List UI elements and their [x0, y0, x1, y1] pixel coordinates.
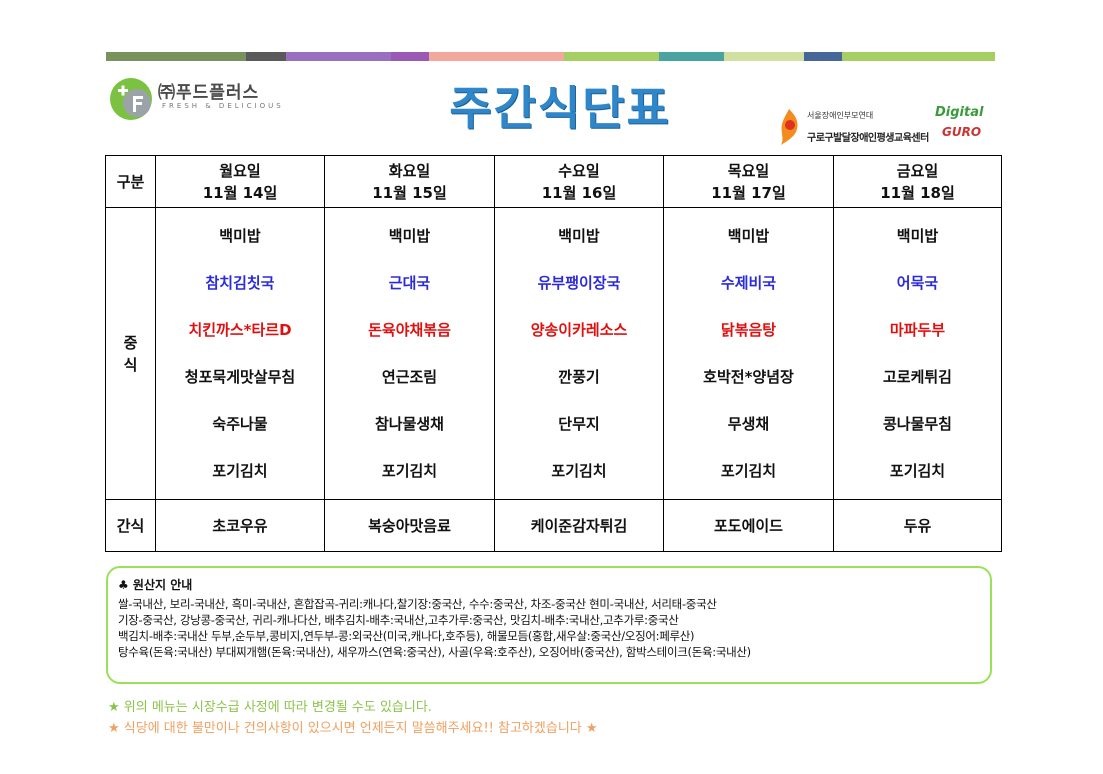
menu-dish: 단무지	[558, 415, 600, 433]
institution-logo: 서울장애인부모연대 구로구발달장애인평생교육센터 Digital GURO	[775, 105, 984, 153]
institution-emblem-icon	[781, 109, 798, 145]
menu-dish: 양송이카레소스	[530, 321, 628, 339]
color-bar-segment	[724, 52, 804, 61]
company-name: ㈜푸드플러스	[158, 83, 260, 103]
menu-dish: 참치김칫국	[205, 274, 275, 292]
lunch-row: 중 식 백미밥 참치김칫국 치킨까스*타르D 청포묵게맛살무침 숙주나물 포기김치 백미밥 근…	[105, 207, 1002, 500]
origin-lines: 쌀-국내산, 보리-국내산, 흑미-국내산, 혼합잡곡-귀리:캐나다,찰기장:중…	[118, 596, 751, 660]
menu-dish: 치킨까스*타르D	[188, 321, 292, 339]
origin-info-box: ♣ 원산지 안내 쌀-국내산, 보리-국내산, 흑미-국내산, 혼합잡곡-귀리:…	[106, 566, 992, 684]
color-bar-segment	[922, 52, 995, 61]
origin-line: 탕수육(돈육:국내산) 부대찌개햄(돈육:국내산), 새우까스(연육:중국산),…	[118, 645, 751, 659]
origin-line: 기장-중국산, 강낭콩-중국산, 귀리-캐나다산, 배추김치-배추:국내산,고추…	[118, 613, 679, 627]
weekly-menu-table: 구분 월요일 11월 14일 화요일 11월 15일 수요일 11월 16일 목요일 1…	[105, 155, 1002, 552]
snack-cell: 케이준감자튀김	[494, 499, 664, 552]
day-header: 목요일 11월 17일	[663, 155, 834, 208]
menu-dish: 닭볶음탕	[720, 321, 777, 339]
menu-dish: 포기김치	[889, 462, 946, 480]
menu-dish: 돈육야채볶음	[368, 321, 451, 339]
menu-dish: 무생채	[727, 415, 770, 433]
color-bar-segment	[391, 52, 429, 61]
top-color-bar	[106, 52, 995, 61]
menu-dish: 유부팽이장국	[537, 274, 621, 292]
menu-dish: 백미밥	[219, 227, 261, 245]
category-header: 구분	[105, 155, 156, 208]
color-bar-segment	[659, 52, 724, 61]
menu-dish: 포기김치	[212, 462, 268, 480]
day-header: 수요일 11월 16일	[494, 155, 664, 208]
guro-text: GURO	[942, 125, 982, 139]
color-bar-segment	[286, 52, 391, 61]
menu-dish: 백미밥	[558, 227, 600, 245]
menu-dish: 깐풍기	[558, 368, 600, 386]
color-bar-segment	[804, 52, 842, 61]
feedback-note: ★ 식당에 대한 불만이나 건의사항이 있으시면 언제든지 말씀해주세요!! 참…	[108, 721, 598, 736]
menu-dish: 근대국	[388, 274, 431, 292]
menu-dish: 백미밥	[388, 227, 431, 245]
lunch-label: 중 식	[105, 207, 156, 500]
snack-label: 간식	[105, 499, 156, 552]
snack-cell: 초코우유	[155, 499, 325, 552]
menu-dish: 참나물생채	[374, 415, 444, 433]
page-title: 주간식단표	[449, 81, 671, 135]
color-bar-segment	[564, 52, 659, 61]
color-bar-segment	[842, 52, 922, 61]
menu-dish: 연근조림	[381, 368, 438, 386]
institution-name: 구로구발달장애인평생교육센터	[807, 133, 929, 144]
menu-dish: 포기김치	[720, 462, 777, 480]
day-header: 화요일 11월 15일	[324, 155, 495, 208]
origin-line: 백김치-배추:국내산 두부,순두부,콩비지,연두부-콩:외국산(미국,캐나다,호…	[118, 629, 695, 643]
food-plus-logo-icon	[110, 78, 152, 120]
menu-dish: 호박전*양념장	[703, 368, 794, 386]
day-header: 월요일 11월 14일	[155, 155, 325, 208]
menu-dish: 콩나물무침	[882, 415, 952, 433]
company-logo: ㈜푸드플러스 FRESH & DELICIOUS	[108, 72, 298, 122]
company-tagline: FRESH & DELICIOUS	[162, 102, 284, 110]
menu-dish: 백미밥	[896, 227, 939, 245]
menu-dish: 청포묵게맛살무침	[184, 368, 296, 386]
table-header-row: 구분 월요일 11월 14일 화요일 11월 15일 수요일 11월 16일 목요일 1…	[105, 155, 1002, 208]
menu-dish: 마파두부	[889, 321, 946, 339]
digital-guro-text: Digital	[935, 105, 984, 120]
color-bar-segment	[529, 52, 564, 61]
color-bar-segment	[429, 52, 529, 61]
menu-dish: 숙주나물	[212, 415, 268, 433]
menu-dish: 포기김치	[551, 462, 607, 480]
origin-title: ♣ 원산지 안내	[118, 578, 193, 592]
color-bar-segment	[106, 52, 246, 61]
menu-dish: 어묵국	[896, 274, 939, 292]
menu-dish: 백미밥	[727, 227, 770, 245]
menu-dish: 포기김치	[381, 462, 438, 480]
snack-cell: 포도에이드	[663, 499, 834, 552]
snack-row: 간식 초코우유 복숭아맛음료 케이준감자튀김 포도에이드 두유	[105, 499, 1002, 552]
menu-dish: 수제비국	[720, 274, 777, 292]
menu-dish: 고로케튀김	[882, 368, 952, 386]
origin-line: 쌀-국내산, 보리-국내산, 흑미-국내산, 혼합잡곡-귀리:캐나다,찰기장:중…	[118, 597, 717, 611]
snack-cell: 복숭아맛음료	[324, 499, 495, 552]
institution-parent-name: 서울장애인부모연대	[807, 111, 874, 120]
menu-change-note: ★ 위의 메뉴는 시장수급 사정에 따라 변경될 수도 있습니다.	[108, 700, 432, 715]
color-bar-segment	[246, 52, 286, 61]
snack-cell: 두유	[833, 499, 1002, 552]
day-header: 금요일 11월 18일	[833, 155, 1002, 208]
